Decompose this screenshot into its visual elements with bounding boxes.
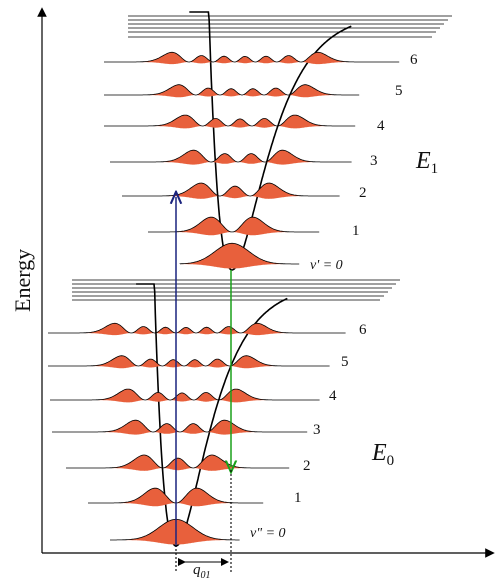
- upper-potential-curve: [189, 11, 352, 271]
- lower-wavefunction-5: [48, 355, 330, 369]
- lower-potential-curve: [136, 283, 288, 547]
- lower-wavefunction-1: [88, 488, 264, 507]
- lower-state-label: E0: [372, 440, 395, 469]
- lower-wavefunction-outline-6: [48, 322, 346, 334]
- upper-wavefunction-0: [180, 243, 300, 269]
- upper-level-label-5: 5: [395, 83, 403, 99]
- lower-wavefunction-outline-2: [66, 454, 290, 469]
- lower-level-label-6: 6: [359, 322, 367, 338]
- lower-level-label-2: 2: [303, 458, 311, 474]
- upper-wavefunction-5: [104, 84, 360, 98]
- upper-state-group: [104, 11, 452, 271]
- upper-level-label-1: 1: [352, 223, 360, 239]
- upper-wavefunction-outline-0: [179, 242, 300, 265]
- upper-wavefunction-1: [148, 217, 320, 236]
- upper-level-label-6: 6: [410, 52, 418, 68]
- lower-level-label-0: v" = 0: [250, 526, 286, 541]
- lower-wavefunction-outline-3: [52, 419, 308, 433]
- upper-wavefunction-outline-3: [110, 149, 352, 163]
- upper-level-label-4: 4: [377, 118, 385, 134]
- upper-wavefunction-outline-1: [148, 216, 320, 233]
- lower-state-group: [48, 279, 400, 547]
- lower-wavefunction-outline-0: [110, 518, 240, 541]
- lower-level-label-5: 5: [341, 354, 349, 370]
- upper-wavefunction-outline-5: [104, 84, 360, 96]
- upper-wavefunction-outline-6: [104, 51, 400, 63]
- lower-wavefunction-0: [110, 519, 240, 545]
- lower-level-label-3: 3: [313, 422, 321, 438]
- upper-level-label-0: v' = 0: [310, 258, 343, 273]
- upper-wavefunction-4: [104, 115, 356, 129]
- upper-wavefunction-2: [122, 183, 340, 199]
- lower-wavefunction-4: [50, 389, 320, 403]
- lower-wavefunction-2: [66, 455, 290, 471]
- displacement-label: q01: [193, 562, 211, 581]
- lower-wavefunction-outline-4: [50, 388, 320, 401]
- lower-wavefunction-outline-5: [48, 355, 330, 367]
- lower-wavefunction-6: [48, 323, 346, 336]
- y-axis-label: Energy: [10, 248, 35, 312]
- upper-wavefunction-outline-4: [104, 114, 356, 127]
- lower-level-label-1: 1: [294, 490, 302, 506]
- lower-wavefunction-3: [52, 420, 308, 435]
- upper-state-label: E1: [416, 148, 439, 177]
- upper-level-label-2: 2: [359, 185, 367, 201]
- lower-level-label-4: 4: [329, 388, 337, 404]
- upper-level-label-3: 3: [370, 153, 378, 169]
- upper-wavefunction-outline-2: [122, 182, 340, 197]
